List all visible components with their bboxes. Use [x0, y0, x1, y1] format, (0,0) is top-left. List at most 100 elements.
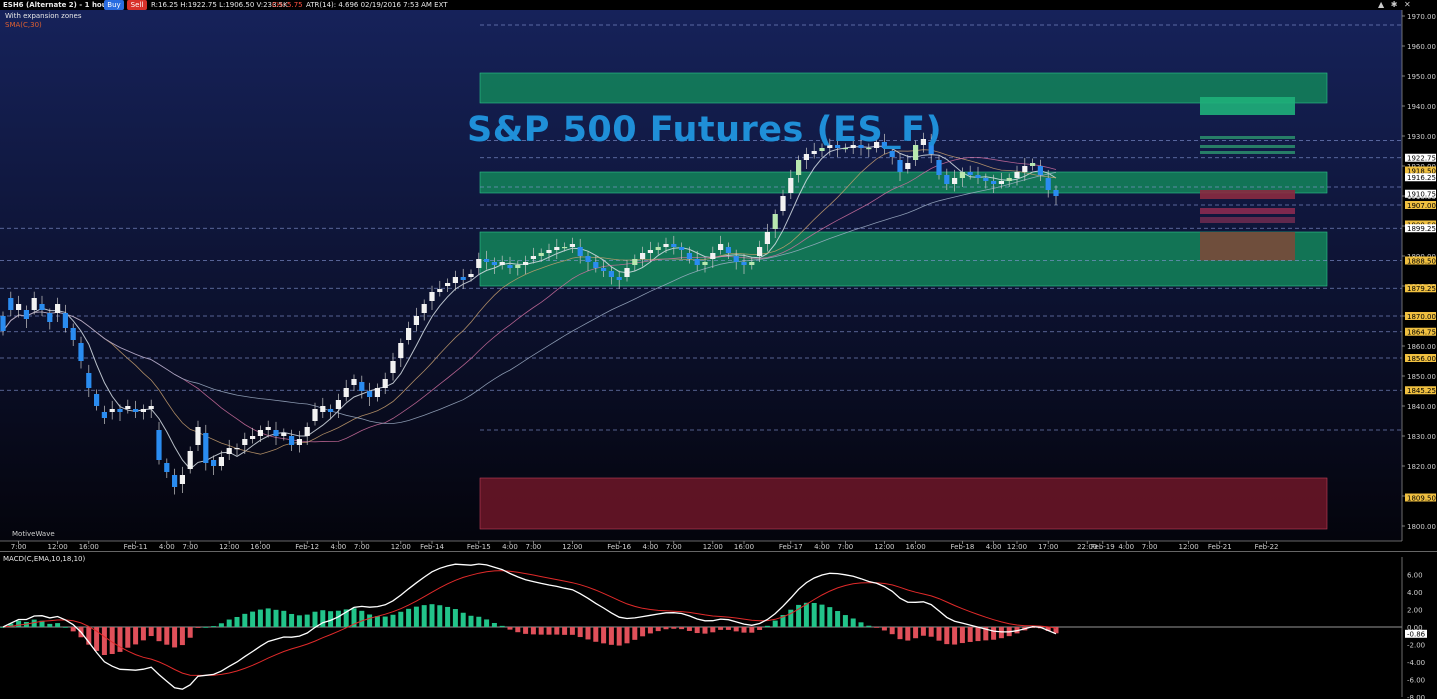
macd-hist-bar-108 — [842, 615, 848, 627]
x-tick-label-4: 4:00 — [159, 543, 175, 551]
macd-hist-bar-124 — [967, 627, 973, 642]
macd-tick-label-4: -2.00 — [1407, 642, 1425, 650]
price-tag-bg-1 — [1405, 166, 1436, 175]
candle-body-112 — [874, 142, 880, 148]
candle-body-46 — [359, 382, 365, 391]
candle-body-130 — [1014, 172, 1020, 178]
price-chart[interactable]: 1970.001960.001950.001940.001930.001920.… — [0, 0, 1437, 551]
candle-body-43 — [335, 400, 341, 409]
macd-hist-bar-67 — [523, 627, 529, 634]
macd-hist-bar-42 — [328, 611, 334, 627]
candle-body-38 — [296, 439, 302, 445]
price-tag-bg-10 — [1405, 327, 1436, 336]
macd-hist-bar-86 — [671, 627, 677, 629]
macd-hist-bar-55 — [429, 604, 435, 627]
macd-hist-bar-11 — [86, 627, 92, 645]
macd-hist-bar-110 — [858, 622, 864, 627]
macd-hist-bar-121 — [944, 627, 950, 645]
buy-button[interactable]: Buy — [104, 0, 124, 10]
candle-body-57 — [445, 283, 451, 286]
macd-hist-bar-61 — [476, 616, 482, 627]
candle-body-76 — [593, 262, 599, 268]
macd-tick-label-6: -6.00 — [1407, 677, 1425, 685]
ma-medium-line — [2, 149, 1057, 455]
macd-hist-bar-52 — [406, 608, 412, 627]
candle-body-15 — [117, 409, 123, 412]
price-tag-bg-6 — [1405, 224, 1436, 233]
macd-hist-bar-25 — [195, 627, 201, 628]
macd-hist-bar-116 — [905, 627, 911, 641]
candle-body-108 — [842, 148, 848, 150]
x-tick-label-10: 7:00 — [354, 543, 370, 551]
macd-hist-bar-48 — [374, 616, 380, 627]
x-tick-label-27: Feb-18 — [950, 543, 974, 551]
candle-body-70 — [546, 250, 552, 253]
macd-panel[interactable]: 6.00 4.00 2.00 0.00 -2.00 -4.00 -6.00 -8.00 -0.8… — [0, 551, 1437, 699]
macd-hist-bar-120 — [936, 627, 942, 641]
candle-body-85 — [663, 244, 669, 247]
candle-body-132 — [1030, 163, 1036, 166]
candle-body-64 — [499, 262, 505, 265]
candle-body-133 — [1037, 166, 1043, 175]
overlay-title: S&P 500 Futures (ES_F) — [467, 110, 943, 150]
macd-hist-bar-47 — [367, 614, 373, 627]
candle-body-59 — [460, 277, 466, 280]
y-tick-label-17: 1800.00 — [1407, 523, 1436, 531]
x-tick-label-14: 4:00 — [502, 543, 518, 551]
candle-body-99 — [772, 214, 778, 229]
macd-hist-bar-4 — [31, 619, 37, 627]
macd-hist-bar-118 — [920, 627, 926, 636]
candle-body-105 — [819, 148, 825, 151]
x-tick-label-8: Feb-12 — [295, 543, 319, 551]
x-tick-label-5: 7:00 — [182, 543, 198, 551]
x-tick-label-6: 12:00 — [219, 543, 239, 551]
macd-hist-bar-34 — [265, 608, 271, 627]
candle-body-45 — [351, 379, 357, 385]
macd-hist-bar-68 — [530, 627, 536, 635]
candle-body-124 — [967, 172, 973, 175]
x-tick-label-33: 4:00 — [1118, 543, 1134, 551]
candle-body-18 — [140, 409, 146, 412]
macd-hist-bar-105 — [819, 604, 825, 627]
x-tick-label-30: 17:00 — [1038, 543, 1058, 551]
price-tag-4: 1907.00 — [1407, 202, 1436, 210]
candle-body-36 — [281, 433, 287, 436]
macd-hist-bar-107 — [835, 611, 841, 627]
macd-hist-bar-83 — [647, 627, 653, 634]
candle-body-89 — [694, 259, 700, 265]
macd-hist-bar-112 — [874, 627, 880, 628]
sell-button[interactable]: Sell — [127, 0, 147, 10]
candle-body-35 — [273, 430, 279, 436]
y-tick-label-14: 1830.00 — [1407, 433, 1436, 441]
candle-body-52 — [406, 328, 412, 340]
candle-body-20 — [156, 430, 162, 460]
macd-hist-bar-32 — [250, 611, 256, 627]
macd-hist-bar-104 — [811, 602, 817, 627]
candle-body-81 — [632, 259, 638, 265]
price-tag-9: 1870.00 — [1407, 313, 1436, 321]
price-tag-bg-7 — [1405, 256, 1436, 265]
price-tag-bg-2 — [1405, 173, 1436, 182]
x-tick-label-23: 4:00 — [814, 543, 830, 551]
window-controls-icons[interactable]: ▲ ✱ ✕ — [1378, 0, 1413, 9]
macd-hist-bar-134 — [1045, 627, 1051, 631]
macd-hist-bar-79 — [616, 627, 622, 646]
candle-body-3 — [23, 310, 29, 319]
macd-y-axis-panel — [1402, 552, 1437, 699]
candle-body-66 — [515, 265, 521, 268]
study-label-zones: With expansion zones — [5, 12, 82, 20]
candle-body-21 — [164, 463, 170, 472]
macd-hist-bar-125 — [975, 627, 981, 642]
price-tag-bg-11 — [1405, 354, 1436, 362]
candle-body-24 — [187, 451, 193, 469]
candle-body-120 — [936, 160, 942, 175]
macd-hist-bar-2 — [16, 620, 22, 627]
macd-hist-bar-17 — [133, 627, 139, 645]
candle-body-33 — [257, 430, 263, 436]
candle-body-6 — [47, 313, 53, 322]
candle-body-68 — [530, 256, 536, 259]
candle-body-16 — [125, 406, 131, 409]
macd-hist-bar-113 — [881, 627, 887, 631]
macd-hist-bar-95 — [741, 627, 747, 633]
macd-hist-bar-19 — [148, 627, 154, 637]
